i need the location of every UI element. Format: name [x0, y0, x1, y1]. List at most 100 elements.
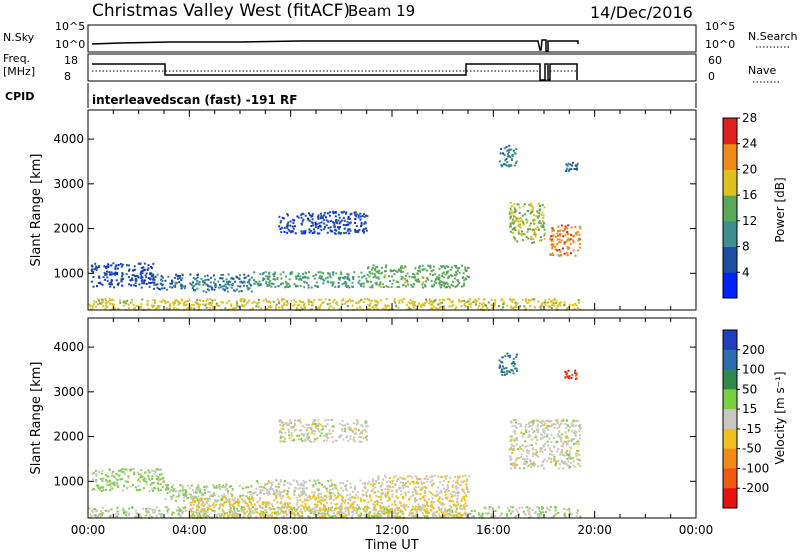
- velocity-cell: [372, 509, 375, 511]
- power-cell: [295, 300, 297, 303]
- velocity-cell: [317, 512, 320, 515]
- power-cell: [381, 266, 384, 269]
- power-cell: [152, 262, 155, 265]
- power-cell: [289, 220, 292, 223]
- velocity-cell: [447, 489, 450, 492]
- power-cell: [319, 304, 322, 307]
- velocity-cell: [154, 509, 157, 511]
- velocity-cell: [556, 419, 559, 422]
- power-cell: [566, 167, 569, 170]
- velocity-cell: [262, 503, 264, 506]
- velocity-cell: [140, 469, 143, 472]
- power-cell: [159, 282, 162, 285]
- velocity-cell: [515, 514, 518, 517]
- power-cell: [382, 308, 385, 310]
- power-cell: [511, 300, 514, 303]
- velocity-cell: [233, 499, 235, 502]
- velocity-cell: [533, 512, 536, 515]
- power-cell: [262, 299, 265, 302]
- power-colorbar-tick: 20: [742, 162, 757, 176]
- velocity-cell: [213, 509, 215, 512]
- power-cell: [357, 281, 360, 284]
- power-cell: [167, 301, 169, 304]
- power-cell: [143, 262, 146, 265]
- xaxis-tick-label: 04:00: [172, 523, 207, 537]
- velocity-cell: [314, 503, 317, 506]
- velocity-cell: [244, 501, 247, 504]
- power-cell: [302, 301, 305, 304]
- power-cell: [450, 305, 453, 308]
- power-cell: [293, 303, 296, 306]
- power-cell: [235, 276, 238, 279]
- power-cell: [322, 218, 325, 221]
- velocity-cell: [325, 487, 328, 490]
- velocity-cell: [319, 493, 322, 496]
- power-cell: [114, 273, 116, 276]
- power-cell: [520, 234, 523, 237]
- power-cell: [176, 281, 179, 284]
- power-cell: [235, 307, 238, 310]
- velocity-cell: [420, 497, 423, 500]
- velocity-cell: [177, 512, 180, 515]
- velocity-cell: [342, 496, 345, 499]
- velocity-cell: [550, 433, 553, 436]
- power-cell: [235, 300, 238, 303]
- power-cell: [539, 204, 541, 207]
- power-cell: [509, 207, 512, 210]
- power-cell: [347, 228, 350, 231]
- velocity-cell: [543, 467, 546, 470]
- velocity-cell: [325, 435, 328, 438]
- velocity-cell: [575, 430, 578, 433]
- velocity-cell: [113, 481, 116, 484]
- velocity-cell: [295, 510, 298, 513]
- velocity-cell: [536, 454, 538, 457]
- velocity-cell: [95, 480, 98, 483]
- power-cell: [335, 272, 338, 275]
- velocity-cell: [522, 457, 524, 460]
- velocity-cell: [200, 497, 203, 500]
- power-cell: [530, 235, 533, 238]
- velocity-cell: [126, 487, 129, 490]
- velocity-cell: [332, 492, 335, 495]
- velocity-cell: [227, 501, 230, 503]
- power-cell: [438, 267, 441, 270]
- power-cell: [268, 271, 271, 274]
- velocity-cell: [378, 482, 381, 485]
- velocity-cell: [509, 371, 512, 374]
- freq-label-line2: [MHz]: [3, 65, 35, 78]
- power-cell: [125, 302, 128, 305]
- power-cell: [182, 304, 185, 307]
- velocity-cell: [99, 489, 101, 492]
- power-cell: [468, 303, 471, 306]
- velocity-cell: [399, 476, 402, 479]
- velocity-data: [88, 352, 582, 520]
- velocity-cell: [201, 502, 204, 505]
- power-cell: [440, 286, 443, 289]
- velocity-cell: [317, 500, 319, 503]
- power-cell: [431, 285, 434, 288]
- velocity-cell: [536, 514, 539, 517]
- velocity-cell: [431, 506, 434, 508]
- power-colorbar-tick: 4: [742, 265, 750, 279]
- velocity-cell: [203, 498, 206, 501]
- velocity-cell: [514, 467, 517, 470]
- power-cell: [203, 275, 206, 278]
- velocity-cell: [448, 476, 451, 479]
- power-cell: [351, 281, 354, 284]
- power-cell: [284, 286, 287, 289]
- velocity-cell: [304, 492, 307, 495]
- power-cell: [570, 233, 573, 236]
- velocity-cell: [411, 515, 413, 518]
- velocity-cell: [301, 512, 304, 515]
- velocity-cell: [344, 515, 347, 518]
- velocity-cell: [271, 507, 274, 510]
- velocity-cell: [387, 513, 389, 516]
- velocity-cell: [256, 479, 259, 482]
- velocity-cell: [166, 489, 169, 492]
- power-cell: [490, 304, 493, 307]
- power-cell: [301, 308, 304, 311]
- velocity-cell: [565, 426, 568, 429]
- velocity-cell: [253, 511, 256, 514]
- velocity-cell: [375, 481, 378, 484]
- power-cell: [511, 153, 514, 156]
